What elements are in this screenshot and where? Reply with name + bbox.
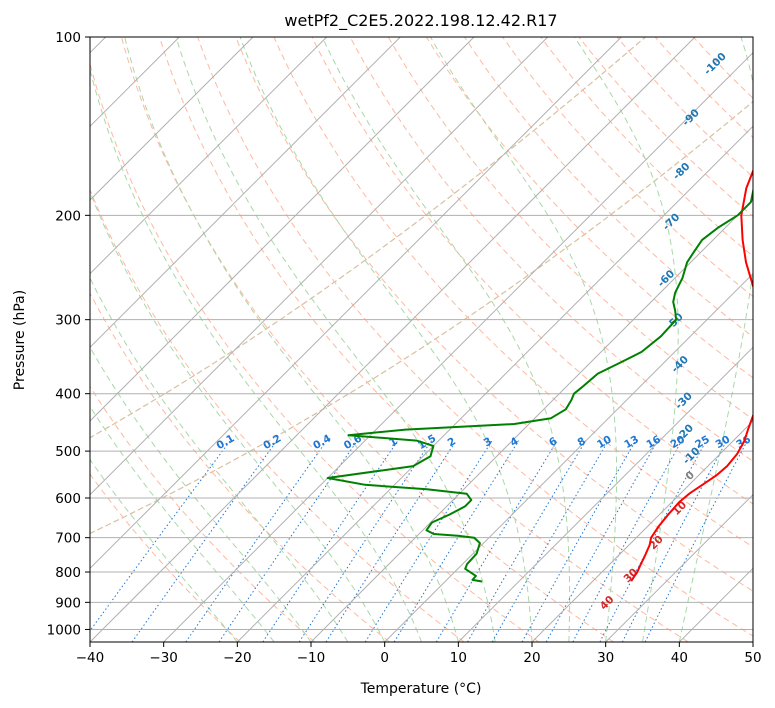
isotherm-line — [90, 37, 254, 201]
isotherm-line — [90, 37, 328, 275]
mixing-ratio-line — [185, 440, 328, 642]
dewpoint-line — [326, 187, 753, 583]
moist-adiabat — [90, 190, 386, 642]
dry-adiabat — [120, 37, 614, 642]
plot-frame — [89, 36, 754, 643]
mixing-ratio-line — [545, 440, 659, 642]
temperature-line — [630, 168, 753, 582]
dry-adiabat — [90, 62, 540, 642]
isotherm-line — [605, 493, 753, 642]
isotherm-line — [90, 37, 401, 349]
x-tick-label: 30 — [597, 650, 614, 666]
x-tick-label: 10 — [450, 650, 467, 666]
legacy-curves — [90, 37, 753, 535]
y-axis-ticks: 100 200 300 400 500 600 700 800 900 1000 — [47, 30, 90, 638]
moist-adiabat — [678, 37, 753, 642]
mixing-ratio-line — [90, 440, 231, 632]
profile-series — [326, 168, 753, 583]
x-tick-label: 0 — [380, 650, 389, 666]
y-tick-label: 100 — [55, 30, 81, 46]
isotherm-grid — [90, 37, 753, 642]
mixing-ratio-line — [131, 440, 278, 642]
mixing-ratio-line — [521, 440, 637, 642]
isotherm-line — [531, 420, 753, 642]
y-tick-label: 1000 — [47, 622, 81, 638]
isotherm-line — [90, 37, 549, 496]
y-tick-label: 900 — [55, 595, 81, 611]
moist-adiabat — [429, 37, 617, 642]
mixing-ratio-line — [262, 440, 399, 642]
dry-adiabat — [90, 188, 465, 642]
y-tick-label: 200 — [55, 208, 81, 224]
dry-adiabat — [464, 37, 753, 338]
mixing-ratio-line — [364, 440, 493, 642]
moist-adiabat — [90, 405, 275, 642]
chart-title: wetPf2_C2E5.2022.198.12.42.R17 — [284, 11, 557, 31]
mixing-ratio-line — [218, 440, 358, 642]
x-tick-label: −20 — [223, 650, 252, 666]
x-tick-label: −10 — [297, 650, 326, 666]
isotherm-line — [90, 37, 622, 570]
dry-adiabat — [502, 37, 753, 298]
moist-adiabat — [573, 37, 679, 642]
moist-adiabat — [90, 276, 349, 642]
isotherm-line — [236, 125, 753, 642]
dry-adiabat — [235, 37, 753, 592]
isotherm-line — [310, 199, 753, 642]
y-tick-label: 400 — [55, 387, 81, 403]
dry-adiabat — [159, 37, 689, 642]
x-tick-label: −40 — [76, 650, 105, 666]
x-tick-label: 50 — [744, 650, 761, 666]
y-tick-label: 600 — [55, 491, 81, 507]
isobar-grid — [90, 37, 753, 630]
moist-adiabat — [175, 37, 496, 642]
mixing-ratio-line — [644, 440, 748, 642]
x-axis-ticks: −40 −30 −20 −10 0 10 20 30 40 50 — [76, 642, 762, 666]
dry-adiabats — [90, 37, 753, 642]
mixing-ratio-line — [467, 440, 587, 642]
mixing-ratio-line — [325, 440, 457, 642]
y-tick-label: 700 — [55, 531, 81, 547]
moist-adiabat — [90, 458, 238, 642]
x-tick-label: −30 — [149, 650, 178, 666]
mixing-ratio-line — [572, 440, 683, 642]
legacy-curve — [90, 37, 646, 439]
x-axis-title: Temperature (°C) — [360, 681, 482, 697]
dry-adiabat — [90, 385, 316, 642]
y-tick-label: 300 — [55, 313, 81, 329]
moist-adiabat — [321, 37, 571, 642]
dry-adiabat — [311, 37, 753, 505]
x-tick-label: 20 — [523, 650, 540, 666]
dry-adiabat — [90, 292, 390, 642]
y-axis-title: Pressure (hPa) — [12, 290, 28, 390]
mixing-ratio-line — [435, 440, 558, 642]
x-tick-label: 40 — [671, 650, 688, 666]
isotherm-line — [457, 346, 753, 642]
y-tick-label: 800 — [55, 565, 81, 581]
dry-adiabat — [273, 37, 753, 548]
legacy-curve — [90, 100, 753, 535]
dry-adiabat — [387, 37, 753, 420]
dry-adiabat — [90, 473, 241, 642]
dry-adiabat — [349, 37, 753, 462]
isotherm-line — [90, 37, 475, 422]
isotherm-line — [384, 272, 753, 642]
isotherm-line — [163, 51, 753, 642]
moist-adiabat — [90, 67, 422, 642]
dry-adiabat — [425, 37, 753, 379]
y-tick-label: 500 — [55, 444, 81, 460]
isotherm-line — [90, 37, 696, 642]
moist-adiabat — [239, 37, 533, 642]
